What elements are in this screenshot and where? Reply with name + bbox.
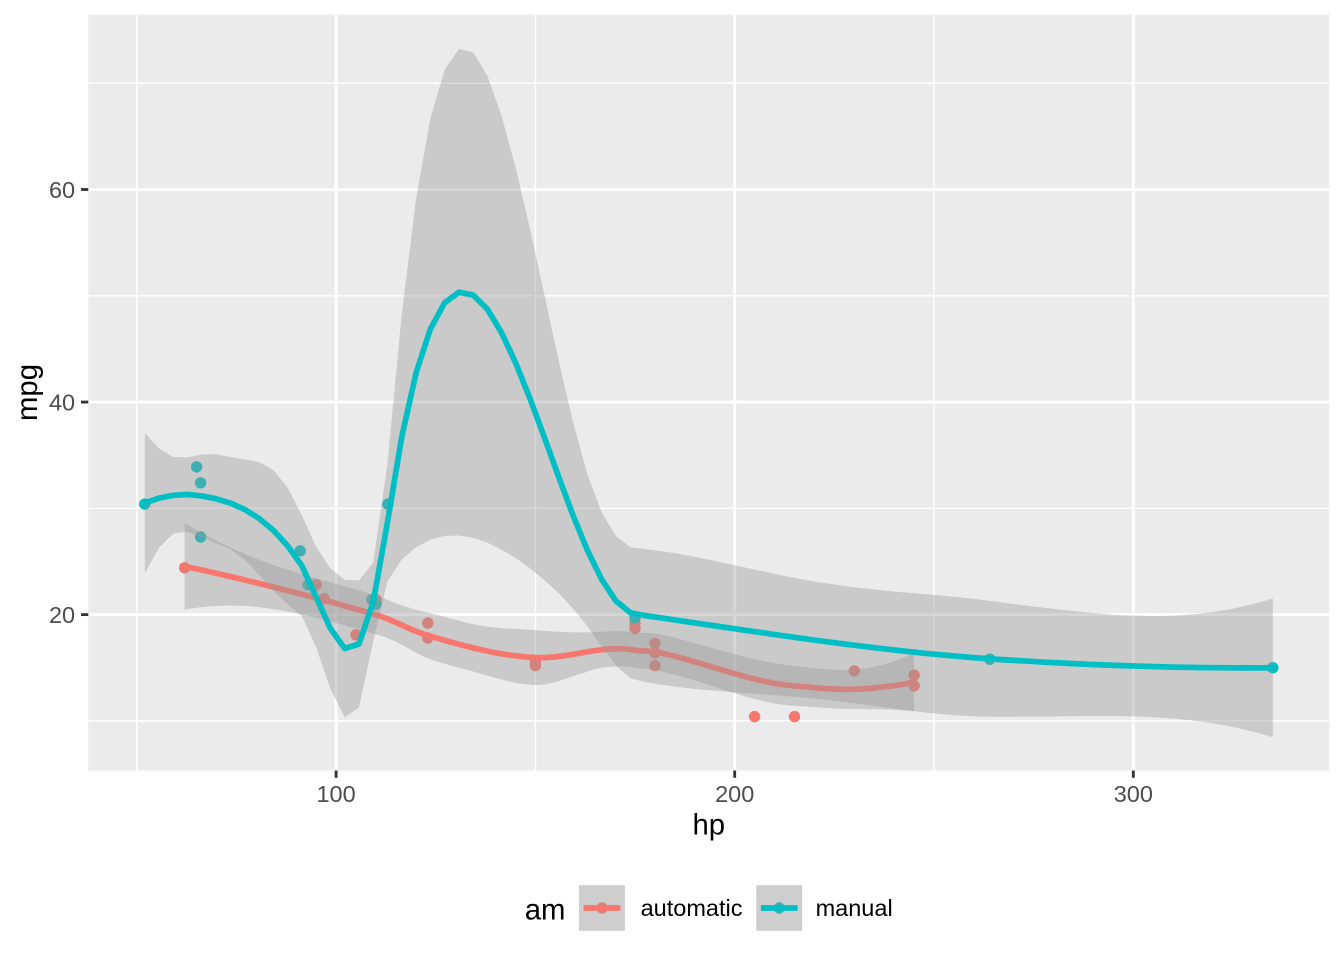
svg-text:100: 100 xyxy=(316,781,355,807)
svg-text:200: 200 xyxy=(715,781,754,807)
svg-text:am: am xyxy=(525,894,566,927)
svg-text:40: 40 xyxy=(49,389,75,415)
svg-text:20: 20 xyxy=(49,602,75,628)
svg-text:hp: hp xyxy=(693,809,726,842)
svg-text:automatic: automatic xyxy=(641,895,743,921)
svg-text:60: 60 xyxy=(49,177,75,203)
svg-text:manual: manual xyxy=(816,895,893,921)
svg-text:mpg: mpg xyxy=(11,364,44,421)
svg-text:300: 300 xyxy=(1114,781,1153,807)
